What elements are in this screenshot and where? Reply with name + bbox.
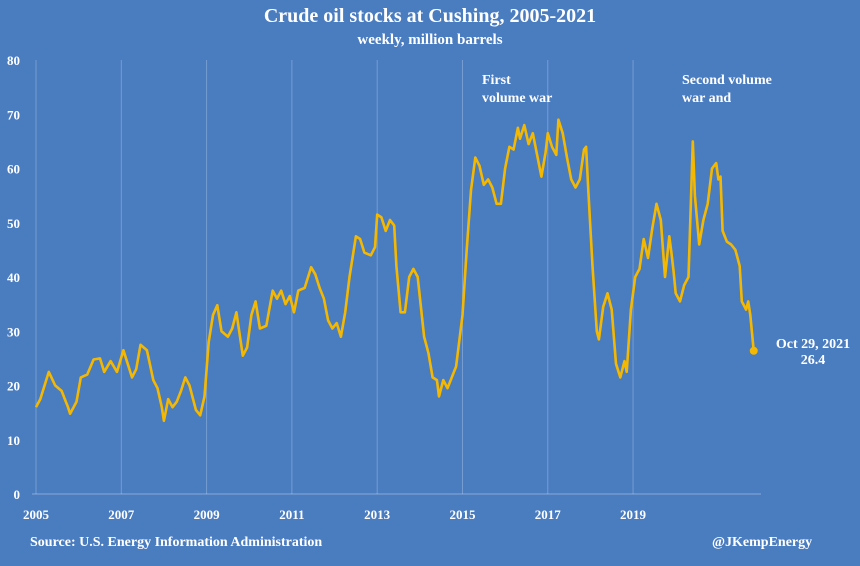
x-tick-label: 2017 bbox=[535, 507, 562, 522]
credit: @JKempEnergy bbox=[712, 535, 812, 550]
chart-subtitle: weekly, million barrels bbox=[357, 32, 502, 48]
end-point bbox=[749, 346, 758, 355]
x-tick-label: 2015 bbox=[449, 507, 476, 522]
x-tick-label: 2007 bbox=[108, 507, 135, 522]
y-tick-label: 80 bbox=[7, 53, 20, 68]
y-tick-label: 50 bbox=[7, 216, 20, 231]
source: Source: U.S. Energy Information Administ… bbox=[30, 535, 322, 550]
annotation: war and bbox=[682, 91, 731, 106]
chart-title: Crude oil stocks at Cushing, 2005-2021 bbox=[264, 5, 596, 27]
value-label: 26.4 bbox=[801, 353, 826, 368]
x-tick-label: 2013 bbox=[364, 507, 391, 522]
x-tick-label: 2005 bbox=[23, 507, 50, 522]
x-tick-label: 2009 bbox=[194, 507, 221, 522]
annotation: First bbox=[482, 73, 511, 88]
y-tick-label: 0 bbox=[14, 487, 21, 502]
y-tick-label: 60 bbox=[7, 162, 20, 177]
y-tick-label: 70 bbox=[7, 107, 20, 122]
annotation: Oct 29, 2021 bbox=[776, 337, 850, 352]
x-tick-label: 2019 bbox=[620, 507, 647, 522]
y-tick-label: 20 bbox=[7, 379, 20, 394]
annotation: Second volume bbox=[682, 73, 772, 88]
x-tick-label: 2011 bbox=[279, 507, 304, 522]
annotation: volume war bbox=[482, 91, 552, 106]
y-tick-label: 30 bbox=[7, 324, 20, 339]
y-tick-label: 10 bbox=[7, 433, 20, 448]
y-tick-label: 40 bbox=[7, 270, 20, 285]
data-line bbox=[34, 118, 755, 423]
